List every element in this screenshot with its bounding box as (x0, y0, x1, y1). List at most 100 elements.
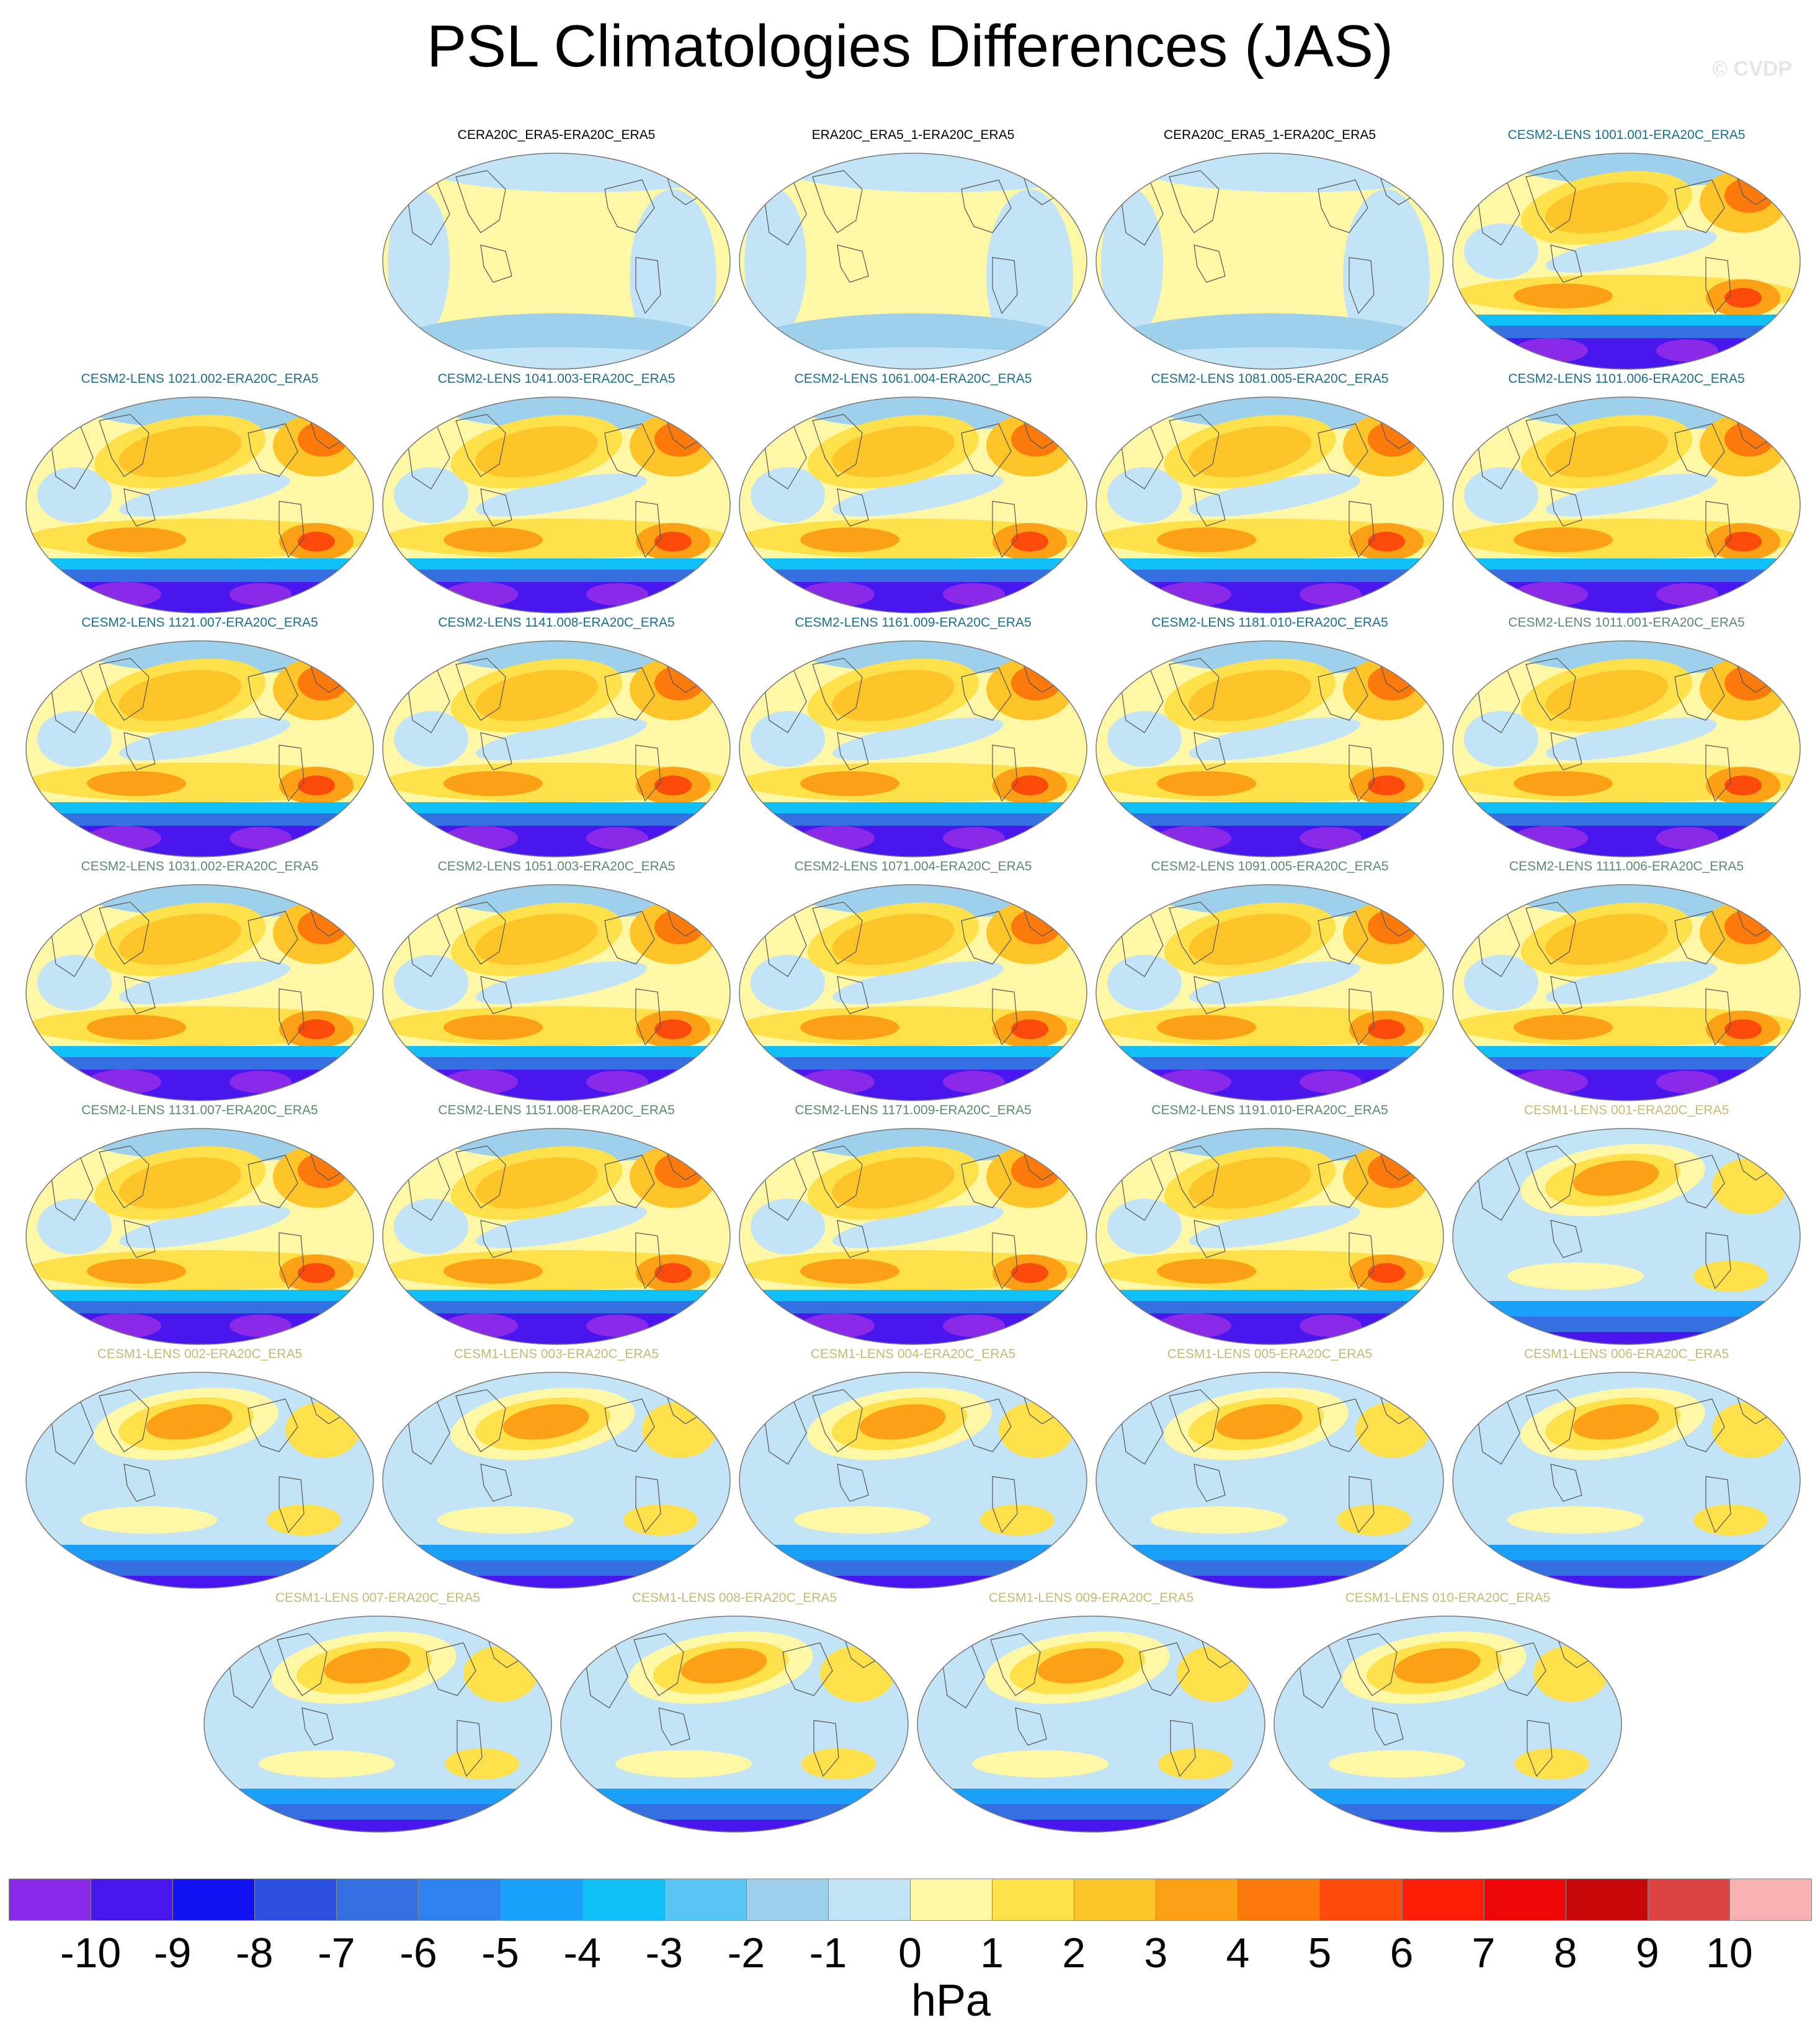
coastline-outline (1372, 1707, 1404, 1746)
north-pacific-positive-mid (1189, 669, 1311, 722)
psl-difference-map (1274, 1616, 1622, 1833)
colorbar-swatch (1156, 1879, 1239, 1921)
antarctic-negative-core-east (586, 583, 648, 606)
map-border (1452, 1128, 1801, 1345)
coastline-outline (455, 901, 506, 965)
coastline-outline (961, 179, 1012, 233)
south-atlantic-high-core (1011, 1019, 1048, 1039)
north-atlantic-high-core (1368, 1153, 1417, 1188)
north-atlantic-high-core (298, 422, 347, 457)
coastline-outline (633, 1633, 684, 1696)
antarctic-negative-core-east (1300, 827, 1362, 849)
panel-title: CESM2-LENS 1111.006-ERA20C_ERA5 (1509, 859, 1744, 874)
coastline-outline (1674, 179, 1725, 233)
south-pacific-high (1157, 1015, 1256, 1040)
north-atlantic-positive (1712, 1402, 1787, 1458)
coastline-outline (455, 658, 506, 721)
map-border (1095, 1128, 1444, 1345)
psl-difference-map (1095, 153, 1444, 370)
panel-title: CESM2-LENS 1061.004-ERA20C_ERA5 (794, 372, 1032, 386)
coastline-outline (1674, 667, 1725, 721)
antarctic-negative-core-west (800, 582, 875, 607)
map-border (382, 884, 731, 1101)
map-panel: CESM1-LENS 002-ERA20C_ERA5 (22, 1346, 378, 1596)
south-atlantic-high-core (654, 1019, 692, 1039)
colorbar-swatch (1074, 1879, 1157, 1921)
antarctic-negative-core-west (1157, 582, 1231, 607)
panel-title: CESM1-LENS 004-ERA20C_ERA5 (810, 1347, 1016, 1361)
colorbar-tick-label: -3 (645, 1929, 683, 1977)
north-atlantic-positive (1533, 1646, 1608, 1702)
south-pacific-high (800, 527, 899, 552)
north-pacific-positive-mid (1545, 426, 1668, 478)
indian-negative-region (394, 955, 468, 1011)
indian-negative-region (37, 1199, 112, 1254)
antarctic-negative-core-east (943, 1071, 1005, 1093)
coastline-outline (812, 658, 863, 721)
colorbar-swatch (1238, 1879, 1321, 1921)
coastline-outline (837, 976, 869, 1014)
coastline-outline (1169, 170, 1220, 233)
psl-difference-map (1452, 884, 1801, 1101)
south-atlantic-positive (267, 1504, 341, 1535)
north-pacific-high-core (1037, 1648, 1124, 1684)
antarctic-negative-core-west (1157, 1070, 1231, 1094)
map-border (739, 640, 1087, 857)
south-pacific-high (444, 1015, 543, 1040)
antarctic-negative-core-east (943, 1315, 1005, 1337)
coastline-outline (961, 911, 1012, 965)
psl-difference-map (382, 1128, 731, 1345)
colorbar-swatch (254, 1879, 337, 1921)
colorbar-swatch (1565, 1879, 1648, 1921)
map-border (1452, 640, 1801, 857)
south-pacific-high (800, 771, 899, 796)
north-atlantic-high-core (1011, 422, 1061, 457)
coastline-outline (1550, 1464, 1582, 1502)
indian-negative-region (751, 711, 825, 767)
south-pacific-positive-band (259, 1750, 395, 1777)
north-pacific-high-core (1572, 1404, 1659, 1440)
north-atlantic-high-core (1011, 666, 1061, 700)
coastline-outline (99, 1145, 149, 1209)
antarctic-negative-core-west (800, 1070, 875, 1094)
colorbar-tick-label: -2 (727, 1929, 765, 1977)
north-atlantic-high-core (1011, 1153, 1061, 1188)
coastline-outline (992, 501, 1018, 558)
coastline-outline (1527, 1720, 1553, 1777)
map-panel: CESM2-LENS 1121.007-ERA20C_ERA5 (22, 615, 378, 864)
psl-difference-map (1452, 1128, 1801, 1345)
coastline-outline (837, 732, 869, 771)
antarctic-negative-core-east (586, 1315, 648, 1337)
panel-title: CESM1-LENS 005-ERA20C_ERA5 (1167, 1347, 1373, 1361)
south-pacific-positive-band (1507, 1506, 1644, 1534)
coastline-outline (123, 976, 156, 1014)
antarctic-negative-core-east (586, 827, 648, 849)
panel-title: CESM2-LENS 1021.002-ERA20C_ERA5 (81, 372, 319, 386)
indian-negative-region (744, 189, 806, 338)
colorbar-swatch (992, 1879, 1075, 1921)
coastline-outline (604, 423, 655, 477)
coastline-outline (123, 732, 156, 771)
map-border (25, 1372, 374, 1589)
north-pacific-positive-mid (832, 669, 955, 722)
coastline-outline (635, 744, 661, 802)
north-pacific-positive-mid (832, 913, 955, 965)
coastline-outline (1015, 1707, 1047, 1746)
map-border (1095, 1372, 1444, 1589)
north-atlantic-high-core (654, 1153, 704, 1188)
north-atlantic-high-core (1368, 422, 1417, 457)
coastline-outline (248, 1155, 298, 1209)
north-pacific-positive-mid (1545, 913, 1668, 965)
south-pacific-positive-band (1329, 1750, 1465, 1777)
indian-negative-region (394, 1199, 468, 1254)
north-pacific-positive-mid (118, 913, 241, 965)
map-panel: CESM1-LENS 003-ERA20C_ERA5 (378, 1346, 734, 1596)
antarctic-negative-core-east (230, 583, 292, 606)
antarctic-negative-core-east (1656, 1071, 1718, 1093)
page-title: PSL Climatologies Differences (JAS) (427, 13, 1393, 79)
south-pacific-positive-band (81, 1506, 217, 1534)
coastline-outline (961, 423, 1012, 477)
coastline-outline (1347, 1633, 1398, 1696)
map-border (1452, 153, 1801, 370)
psl-difference-map (382, 396, 731, 614)
